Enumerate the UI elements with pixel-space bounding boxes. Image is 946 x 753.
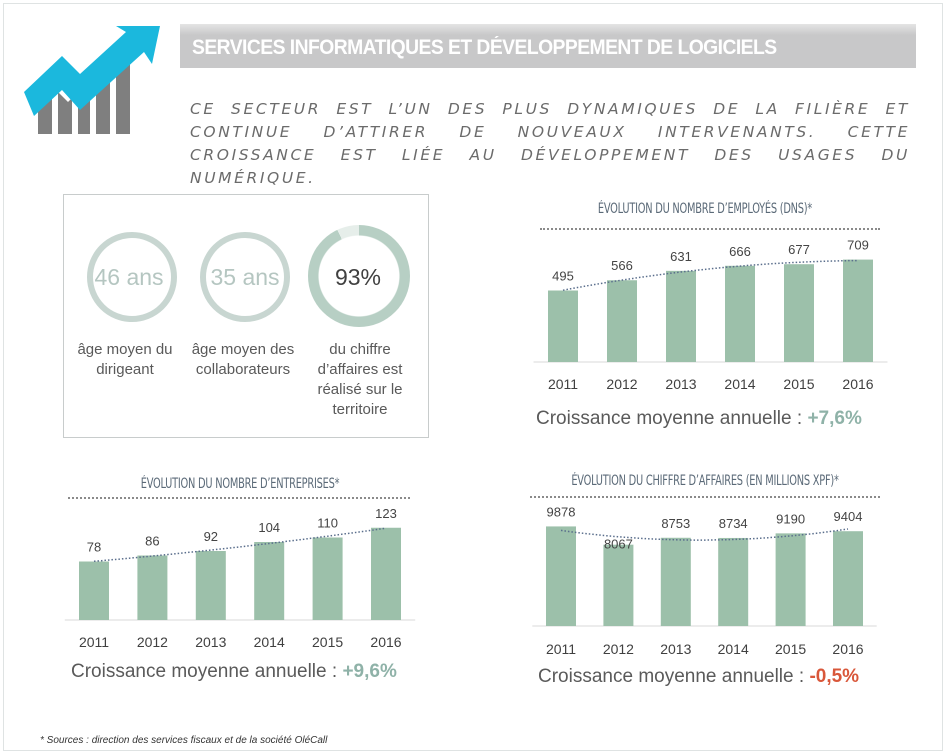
chart-employes-growth: Croissance moyenne annuelle : +7,6%: [536, 408, 862, 430]
stat-label-collaborateurs: âge moyen des collaborateurs: [191, 341, 295, 378]
chart-entreprises-bar-2013: [195, 551, 226, 620]
chart-ca-year-label: 2015: [775, 641, 806, 657]
chart-employes-year-label: 2014: [724, 376, 755, 392]
chart-entreprises-value-label: 78: [87, 540, 101, 555]
chart-employes-year-label: 2013: [665, 376, 696, 392]
page-title: SERVICES INFORMATIQUES ET DÉVELOPPEMENT …: [192, 36, 777, 59]
chart-ca-bar-2013: [660, 537, 691, 626]
chart-employes-title: ÉVOLUTION DU NOMBRE D’EMPLOYÉS (DNS)*: [597, 201, 813, 217]
chart-employes-value-label: 666: [729, 244, 751, 259]
chart-employes-value-label: 631: [670, 249, 692, 264]
growth-value: +9,6%: [342, 661, 397, 682]
chart-ca-year-label: 2014: [718, 641, 749, 657]
chart-ca-year-label: 2013: [660, 641, 691, 657]
chart-entreprises-value-label: 123: [375, 506, 397, 521]
chart-ca-title: ÉVOLUTION DU CHIFFRE D’AFFAIRES (EN MILL…: [571, 473, 839, 489]
chart-ca-trendline: [560, 528, 849, 541]
chart-entreprises-value-label: 86: [145, 534, 159, 549]
footnote: * Sources : direction des services fisca…: [40, 735, 328, 746]
chart-ca-year-label: 2011: [546, 641, 576, 657]
chart-entreprises-year-label: 2014: [254, 634, 285, 650]
chart-ca-year-label: 2012: [603, 641, 634, 657]
chart-employes-year-label: 2015: [783, 376, 814, 392]
chart-ca-bar-2011: [546, 526, 576, 626]
chart-entreprises-value-label: 104: [258, 520, 280, 535]
chart-ca-year-label: 2016: [832, 641, 863, 657]
growth-label: Croissance moyenne annuelle :: [538, 666, 810, 687]
chart-entreprises-year-label: 2011: [79, 634, 109, 650]
chart-ca-bar-2016: [833, 531, 863, 626]
growth-value: +7,6%: [807, 408, 862, 429]
chart-entreprises-value-label: 92: [204, 529, 218, 544]
chart-employes-year-label: 2016: [842, 376, 873, 392]
chart-entreprises-bar-2011: [79, 561, 109, 620]
chart-ca-bar-2014: [718, 537, 749, 626]
chart-ca-bar-2012: [603, 544, 634, 626]
chart-employes-bar-2011: [548, 290, 578, 362]
chart-employes-bar-2012: [607, 280, 637, 362]
chart-employes-value-label: 709: [847, 238, 869, 253]
chart-entreprises-bar-2014: [254, 542, 285, 620]
chart-entreprises-divider: [68, 497, 410, 499]
intro-text: CE SECTEUR EST L’UN DES PLUS DYNAMIQUES …: [190, 100, 910, 187]
chart-entreprises-value-label: 110: [317, 516, 338, 531]
stat-value-collaborateurs: 35 ans: [210, 264, 280, 290]
chart-employes-trendline: [562, 259, 858, 291]
chart-entreprises-bar-2015: [312, 537, 343, 620]
chart-ca-value-label: 8067: [604, 537, 633, 552]
stat-label-territoire: du chiffre d’affaires est réalisé sur le…: [317, 341, 403, 418]
chart-ca-value-label: 9404: [834, 509, 863, 524]
stats-panel: [63, 194, 429, 438]
stat-label-dirigeant: âge moyen du dirigeant: [77, 341, 173, 378]
growth-label: Croissance moyenne annuelle :: [71, 661, 343, 682]
chart-entreprises-bar-2016: [371, 527, 401, 620]
chart-ca-divider: [530, 496, 880, 498]
chart-entreprises-year-label: 2016: [370, 634, 401, 650]
chart-employes-value-label: 566: [611, 258, 633, 273]
growth-label: Croissance moyenne annuelle :: [536, 408, 808, 429]
chart-entreprises-growth: Croissance moyenne annuelle : +9,6%: [71, 661, 397, 683]
page-frame: [3, 3, 943, 751]
chart-ca-value-label: 8753: [661, 516, 690, 531]
chart-employes-value-label: 495: [552, 269, 574, 284]
chart-employes-bar-2016: [843, 259, 873, 362]
stat-ring-collaborateurs: [200, 232, 290, 322]
stat-ring-dirigeant: [87, 232, 177, 322]
chart-ca-bar-2015: [775, 533, 806, 626]
chart-ca-value-label: 8734: [719, 516, 748, 531]
growth-value: -0,5%: [809, 666, 860, 687]
chart-employes-year-label: 2011: [548, 376, 578, 392]
stat-value-dirigeant: 46 ans: [94, 264, 164, 290]
chart-employes-bar-2015: [784, 264, 814, 362]
stat-donut-territoire: [308, 225, 410, 327]
growth-chart-arrow-icon: [24, 26, 160, 134]
chart-ca-growth: Croissance moyenne annuelle : -0,5%: [538, 666, 859, 688]
chart-ca-value-label: 9878: [547, 504, 576, 519]
chart-employes-bar-2013: [666, 270, 696, 362]
chart-ca-value-label: 9190: [776, 511, 805, 526]
stat-value-territoire: 93%: [334, 264, 382, 290]
chart-entreprises-year-label: 2013: [195, 634, 226, 650]
chart-entreprises-year-label: 2012: [137, 634, 168, 650]
chart-employes-bar-2014: [725, 265, 755, 362]
chart-entreprises-bar-2012: [137, 555, 168, 620]
chart-entreprises-year-label: 2015: [312, 634, 343, 650]
chart-entreprises-title: ÉVOLUTION DU NOMBRE D’ENTREPRISES*: [140, 476, 340, 492]
title-banner: [180, 24, 916, 68]
chart-employes-divider: [540, 228, 880, 230]
chart-employes-value-label: 677: [788, 242, 810, 257]
chart-employes-year-label: 2012: [606, 376, 637, 392]
